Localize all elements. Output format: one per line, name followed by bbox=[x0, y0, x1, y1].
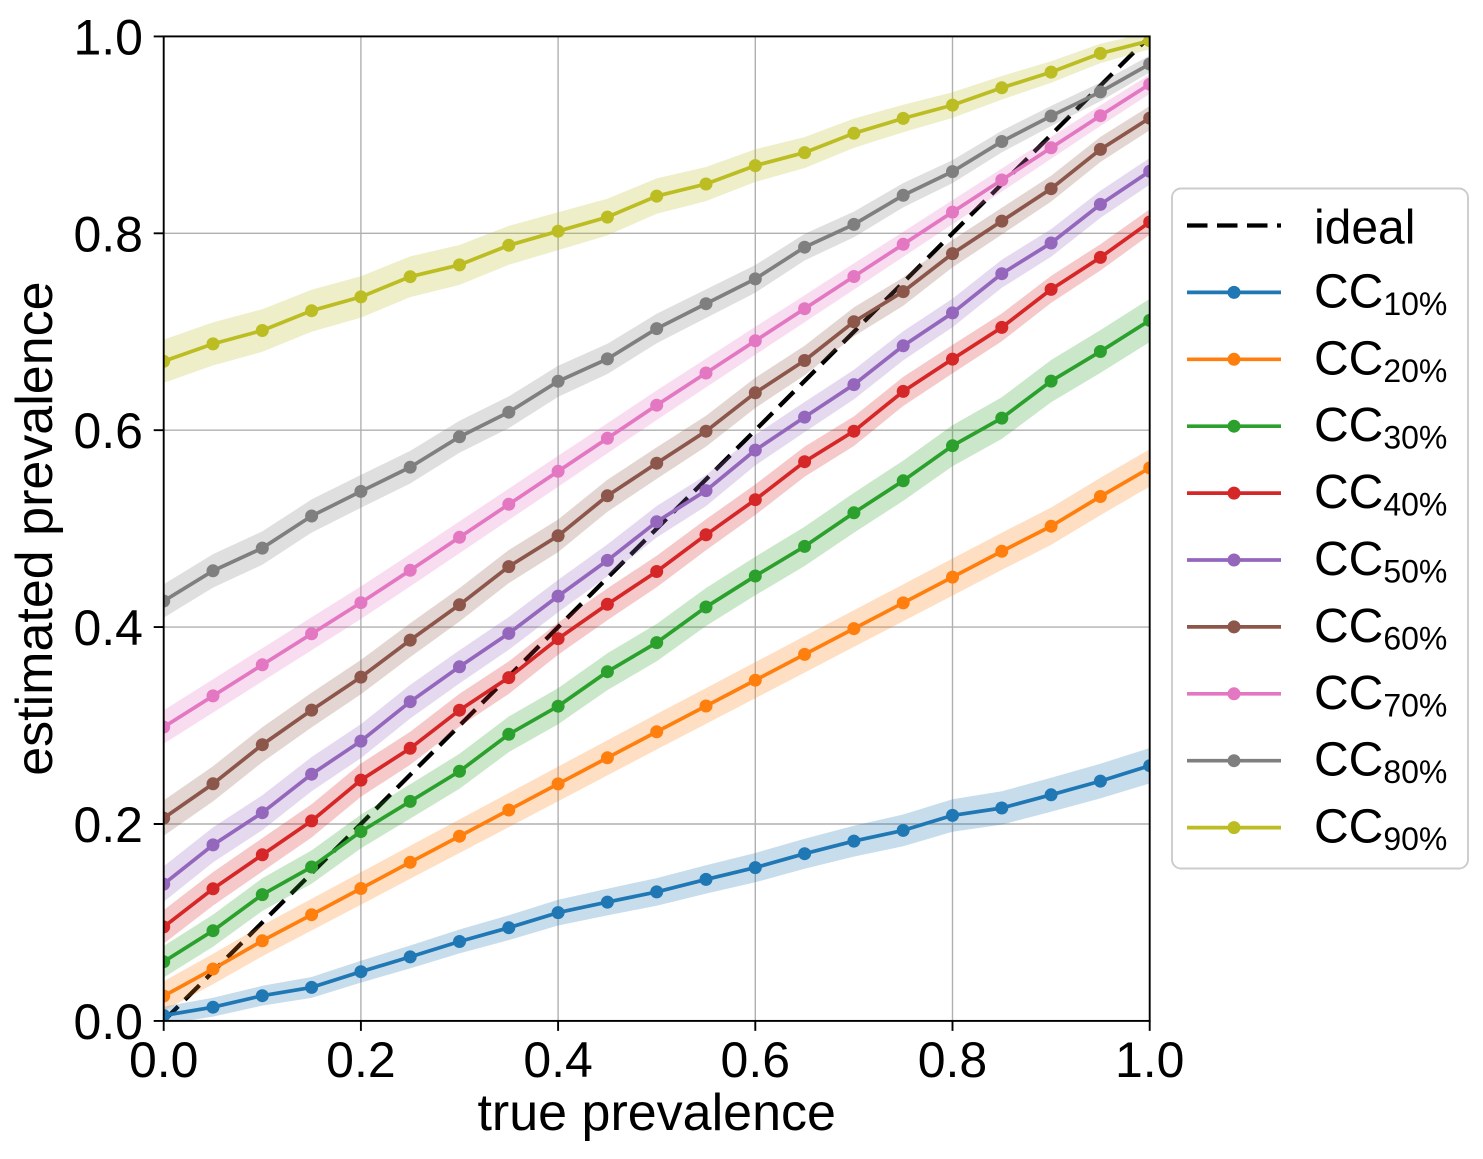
svg-text:0.6: 0.6 bbox=[73, 403, 143, 459]
svg-text:0.2: 0.2 bbox=[73, 797, 143, 853]
svg-text:CC90%: CC90% bbox=[1314, 801, 1447, 858]
svg-text:estimated prevalence: estimated prevalence bbox=[6, 281, 64, 775]
svg-text:0.6: 0.6 bbox=[721, 1032, 791, 1088]
svg-text:true prevalence: true prevalence bbox=[477, 1084, 835, 1142]
svg-text:CC40%: CC40% bbox=[1314, 466, 1447, 522]
svg-text:0.2: 0.2 bbox=[326, 1032, 396, 1088]
svg-text:0.4: 0.4 bbox=[523, 1032, 593, 1088]
svg-text:CC60%: CC60% bbox=[1314, 600, 1447, 657]
svg-text:1.0: 1.0 bbox=[1115, 1032, 1185, 1088]
svg-text:0.8: 0.8 bbox=[73, 206, 143, 262]
svg-text:1.0: 1.0 bbox=[73, 9, 143, 65]
svg-text:ideal: ideal bbox=[1314, 202, 1415, 255]
svg-text:0.8: 0.8 bbox=[918, 1032, 988, 1088]
svg-text:0.0: 0.0 bbox=[73, 994, 143, 1050]
svg-text:0.0: 0.0 bbox=[129, 1032, 199, 1088]
svg-text:0.4: 0.4 bbox=[73, 600, 143, 656]
